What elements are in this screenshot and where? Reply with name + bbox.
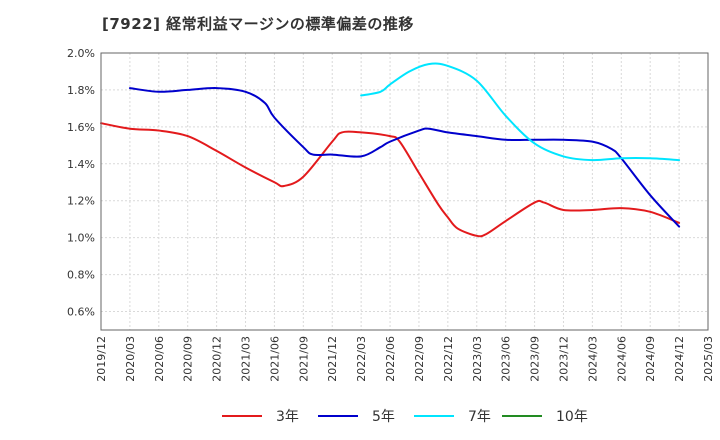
y-tick-label: 0.8% [67,269,95,282]
legend-swatch [222,415,262,417]
legend-item-3: 7年 [414,406,491,426]
legend-label: 10年 [556,409,588,425]
legend-swatch [318,415,358,417]
y-tick-label: 2.0% [67,47,95,60]
y-tick-label: 1.4% [67,158,95,171]
line-chart: 0.6% 0.8% 1.0% 1.2% 1.4% 1.6% 1.8% 2.0% 2019/12… [67,47,715,382]
grid-lines [100,52,709,330]
chart-title: [7922] 経常利益マージンの標準偏差の推移 [102,15,414,33]
legend-item-4: 10年 [502,406,588,426]
x-tick-label: 2022/06 [384,336,397,382]
x-tick-label: 2024/09 [644,336,657,382]
x-tick-label: 2021/06 [268,336,281,382]
y-tick-label: 1.8% [67,84,95,97]
x-tick-label: 2024/06 [615,336,628,382]
x-tick-label: 2022/12 [442,336,455,382]
y-tick-label: 1.6% [67,121,95,134]
x-tick-label: 2020/09 [182,336,195,382]
x-tick-label: 2022/03 [355,336,368,382]
series-line-3 [360,62,681,162]
x-tick-label: 2024/12 [673,336,686,382]
x-tick-label: 2021/03 [240,336,253,382]
series-line-2 [128,87,681,228]
x-tick-label: 2024/03 [586,336,599,382]
legend-label: 5年 [372,409,395,425]
series-line-1 [100,122,681,238]
plot-frame [100,52,709,331]
legend-label: 3年 [276,409,299,425]
x-tick-label: 2023/03 [471,336,484,382]
y-tick-label: 0.6% [67,306,95,319]
x-tick-label: 2023/12 [557,336,570,382]
x-tick-label: 2020/12 [211,336,224,382]
y-tick-label: 1.0% [67,232,95,245]
x-tick-label: 2023/06 [500,336,513,382]
legend-swatch [502,415,542,417]
legend-label: 7年 [468,409,491,425]
chart-legend: 3年 5年 7年 10年 [0,400,720,430]
x-tick-label: 2020/06 [153,336,166,382]
x-tick-label: 2025/03 [702,336,715,382]
x-tick-label: 2020/03 [124,336,137,382]
legend-item-1: 3年 [222,406,299,426]
x-axis-labels: 2019/12 2020/03 2020/06 2020/09 2020/12 2021/… [95,336,715,382]
legend-item-2: 5年 [318,406,395,426]
x-tick-label: 2021/09 [297,336,310,382]
x-tick-label: 2022/09 [413,336,426,382]
legend-swatch [414,415,454,417]
series-lines [100,62,681,238]
x-tick-label: 2023/09 [529,336,542,382]
x-tick-label: 2019/12 [95,336,108,382]
x-tick-label: 2021/12 [326,336,339,382]
y-axis-labels: 0.6% 0.8% 1.0% 1.2% 1.4% 1.6% 1.8% 2.0% [67,47,95,319]
y-tick-label: 1.2% [67,195,95,208]
